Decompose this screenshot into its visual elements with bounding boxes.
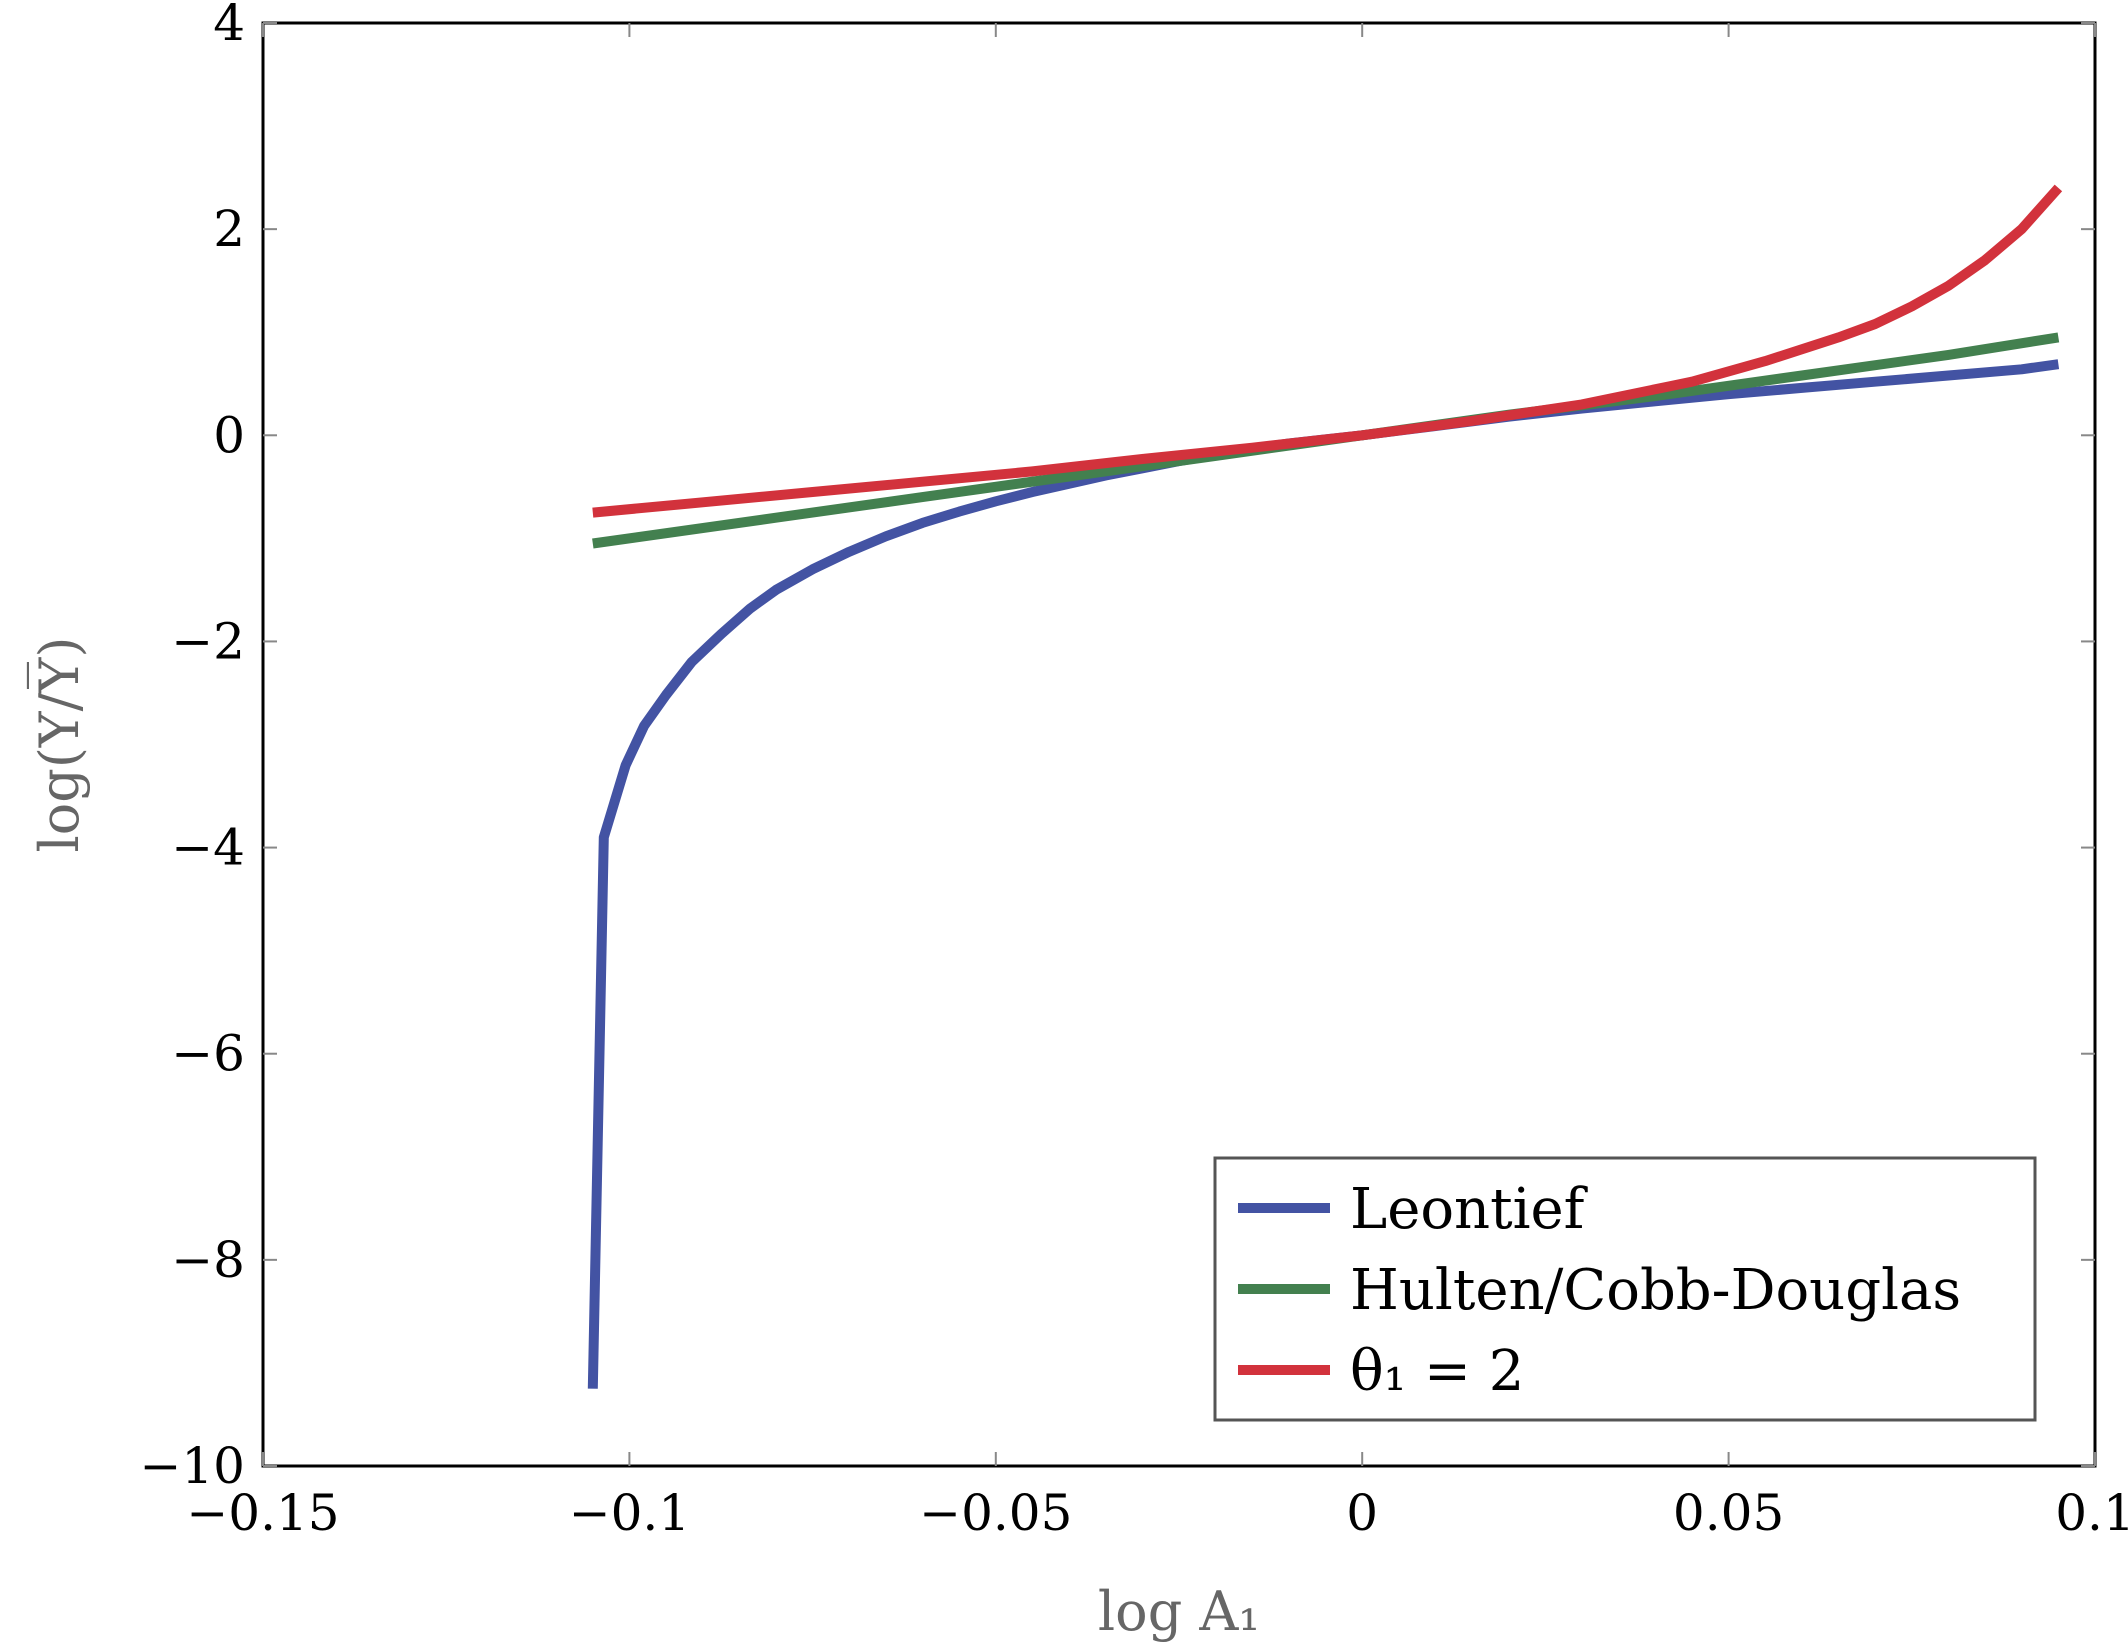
- x-axis-title: log A₁: [1098, 1580, 1260, 1643]
- x-tick-label: −0.15: [186, 1484, 339, 1542]
- x-tick-label: 0: [1346, 1484, 1378, 1542]
- legend-box: [1213, 1156, 2037, 1422]
- y-tick-label: 2: [213, 200, 245, 258]
- series-layer: [587, 184, 2063, 1389]
- y-tick-label: −10: [139, 1437, 245, 1495]
- y-tick-label: −4: [171, 819, 245, 877]
- y-tick-label: −8: [171, 1231, 245, 1289]
- x-tick-label: 0.05: [1673, 1484, 1784, 1542]
- y-tick-label: 0: [213, 406, 245, 464]
- x-tick-label: −0.1: [569, 1484, 690, 1542]
- series-line-2: [592, 184, 2063, 518]
- x-tick-label: −0.05: [919, 1484, 1072, 1542]
- y-tick-label: 4: [213, 0, 245, 52]
- y-tick-label: −2: [171, 612, 245, 670]
- y-axis-title: log(Y/Y̅): [26, 637, 91, 853]
- y-tick-label: −6: [171, 1025, 245, 1083]
- legend-items: Leontief Hulten/Cobb-Douglas θ₁ = 2: [1238, 1177, 1961, 1404]
- x-tick-label: 0.1: [2055, 1484, 2128, 1542]
- ticks-layer: −0.15 −0.1 −0.05 0 0.05 0.1 −10 −8 −6 −4 −2 0 2 4: [139, 0, 2128, 1542]
- legend-label-2: θ₁ = 2: [1350, 1339, 1524, 1404]
- legend-label-0: Leontief: [1350, 1177, 1589, 1242]
- legend-label-1: Hulten/Cobb-Douglas: [1350, 1258, 1961, 1323]
- legend: Leontief Hulten/Cobb-Douglas θ₁ = 2: [1213, 1156, 2037, 1422]
- plot-frame: [261, 21, 2097, 1468]
